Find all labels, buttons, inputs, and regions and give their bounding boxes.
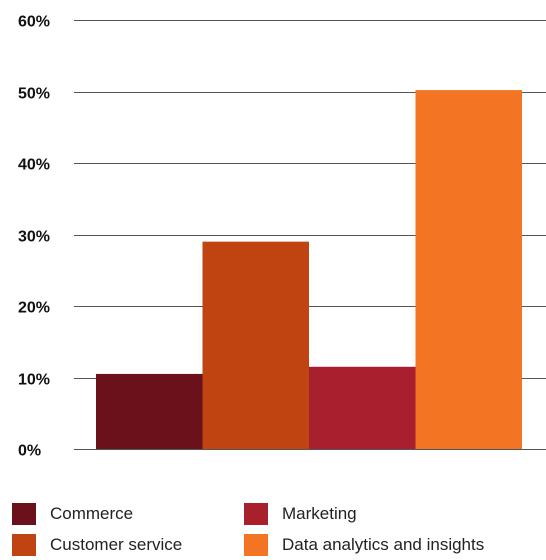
legend-swatch [244,534,268,556]
y-tick-label: 60% [18,14,50,31]
legend-swatch [12,503,36,525]
y-tick-label: 20% [18,300,50,317]
legend-item-marketing: Marketing [244,503,357,525]
y-tick-label: 40% [18,157,50,174]
legend-label: Data analytics and insights [282,535,485,554]
legend-label: Marketing [282,504,357,523]
bar-commerce [96,373,203,449]
bar-customer-service [202,241,309,449]
bars [96,90,522,449]
legend-label: Commerce [50,504,134,523]
y-tick-label: 30% [18,229,50,246]
legend-swatch [244,503,268,525]
legend-item-commerce: Commerce [12,503,133,525]
bar-data-analytics-and-insights [415,90,522,449]
legend-label: Customer service [50,535,183,554]
y-tick-label: 0% [18,443,41,460]
bar-marketing [309,366,416,449]
legend-swatch [12,534,36,556]
y-tick-label: 50% [18,86,50,103]
y-tick-label: 10% [18,372,50,389]
legend: Commerce Customer service Marketing Data… [12,503,546,560]
legend-item-customer-service: Customer service [12,534,182,556]
y-axis-tick-labels: 0% 10% 20% 30% 40% 50% 60% [18,14,50,460]
legend-item-data-analytics-and-insights: Data analytics and insights [244,534,484,556]
bar-chart: 0% 10% 20% 30% 40% 50% 60% [18,14,546,460]
